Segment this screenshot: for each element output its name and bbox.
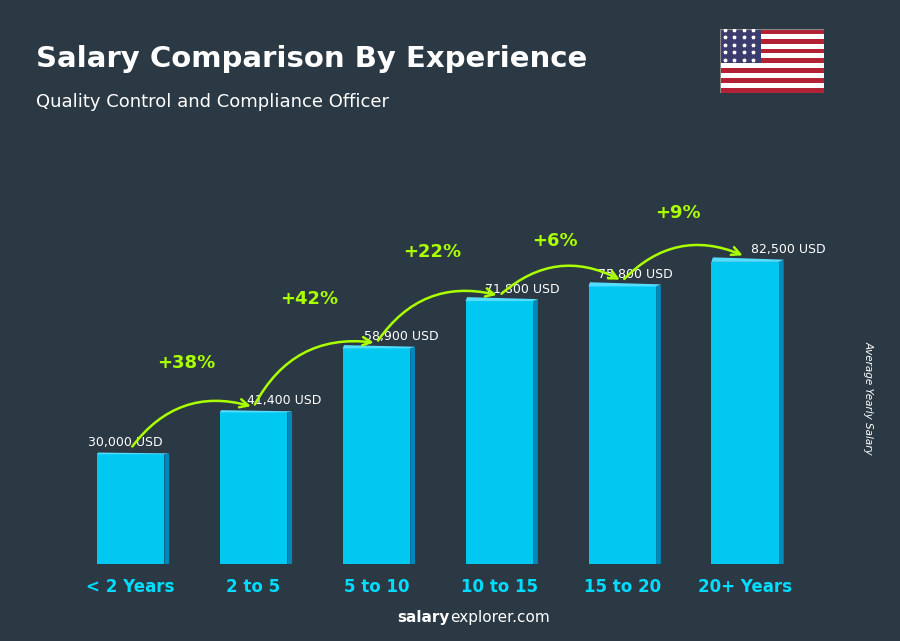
Bar: [720, 88, 824, 93]
Text: Salary Comparison By Experience: Salary Comparison By Experience: [36, 45, 587, 73]
Text: +22%: +22%: [402, 243, 461, 261]
Bar: [720, 34, 824, 38]
Polygon shape: [589, 282, 661, 287]
Bar: [720, 38, 824, 44]
Bar: [720, 73, 824, 78]
Bar: [97, 454, 165, 564]
Polygon shape: [533, 299, 538, 564]
Text: +42%: +42%: [280, 290, 338, 308]
Text: +6%: +6%: [532, 232, 578, 250]
Bar: [220, 412, 287, 564]
Bar: [720, 49, 824, 53]
Text: +38%: +38%: [157, 354, 215, 372]
Polygon shape: [656, 285, 661, 564]
Bar: [343, 348, 410, 564]
Text: +9%: +9%: [655, 204, 700, 222]
Text: Quality Control and Compliance Officer: Quality Control and Compliance Officer: [36, 93, 389, 111]
Bar: [720, 78, 824, 83]
Polygon shape: [465, 297, 538, 301]
Polygon shape: [343, 345, 415, 348]
Polygon shape: [410, 347, 415, 564]
Text: 58,900 USD: 58,900 USD: [364, 330, 439, 343]
Text: 41,400 USD: 41,400 USD: [248, 394, 322, 407]
Bar: [720, 29, 761, 63]
Text: explorer.com: explorer.com: [450, 610, 550, 625]
Text: 82,500 USD: 82,500 USD: [752, 244, 826, 256]
Text: Average Yearly Salary: Average Yearly Salary: [863, 340, 874, 454]
Bar: [711, 262, 779, 564]
Polygon shape: [220, 410, 292, 412]
Bar: [720, 53, 824, 58]
Polygon shape: [97, 453, 169, 454]
Polygon shape: [779, 260, 784, 564]
Bar: [720, 69, 824, 73]
Text: 71,800 USD: 71,800 USD: [484, 283, 559, 296]
Bar: [720, 29, 824, 34]
Bar: [720, 44, 824, 49]
Bar: [465, 301, 533, 564]
Bar: [720, 63, 824, 69]
Polygon shape: [711, 258, 784, 262]
Text: 75,800 USD: 75,800 USD: [598, 268, 672, 281]
Bar: [720, 58, 824, 63]
Polygon shape: [287, 412, 292, 564]
Text: salary: salary: [398, 610, 450, 625]
Polygon shape: [165, 453, 169, 564]
Bar: [589, 287, 656, 564]
Bar: [720, 83, 824, 88]
Text: 30,000 USD: 30,000 USD: [87, 436, 162, 449]
